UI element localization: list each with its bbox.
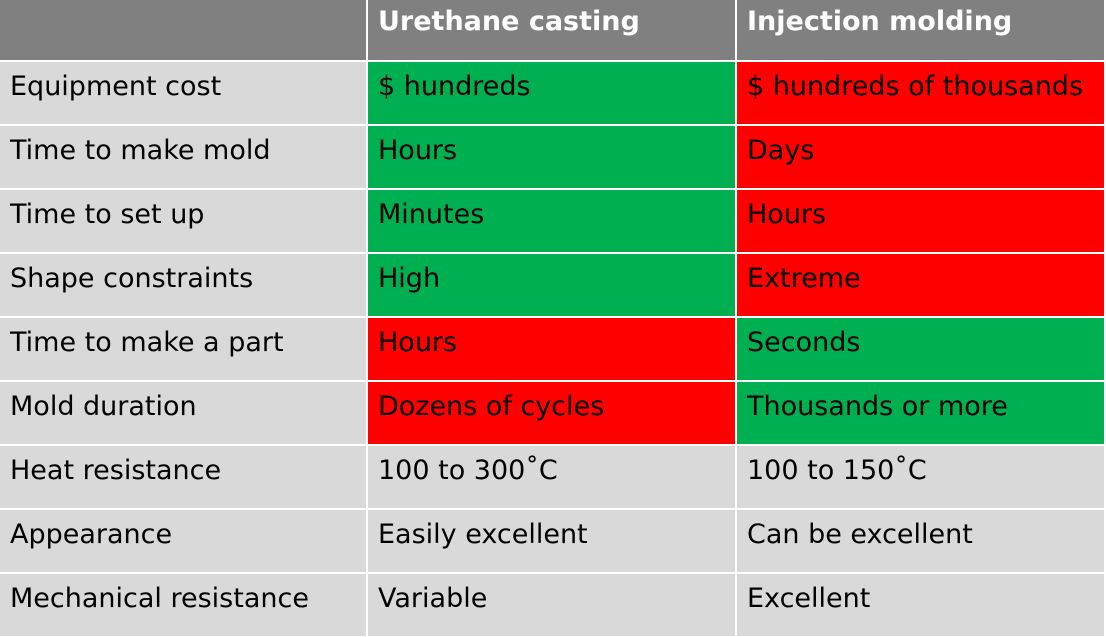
injection-value: Can be excellent — [737, 510, 1104, 572]
injection-value: Excellent — [737, 574, 1104, 636]
urethane-value: High — [368, 254, 735, 316]
row-label: Time to make a part — [0, 318, 366, 380]
urethane-value: Minutes — [368, 190, 735, 252]
row-label: Time to make mold — [0, 126, 366, 188]
injection-value: Extreme — [737, 254, 1104, 316]
row-label: Equipment cost — [0, 62, 366, 124]
row-label: Mechanical resistance — [0, 574, 366, 636]
row-label: Heat resistance — [0, 446, 366, 508]
header-injection-molding: Injection molding — [737, 0, 1104, 60]
injection-value: Thousands or more — [737, 382, 1104, 444]
injection-value: Days — [737, 126, 1104, 188]
urethane-value: Variable — [368, 574, 735, 636]
injection-value: Seconds — [737, 318, 1104, 380]
urethane-value: Easily excellent — [368, 510, 735, 572]
row-label: Shape constraints — [0, 254, 366, 316]
injection-value: 100 to 150˚C — [737, 446, 1104, 508]
injection-value: Hours — [737, 190, 1104, 252]
header-corner-cell — [0, 0, 366, 60]
urethane-value: Dozens of cycles — [368, 382, 735, 444]
urethane-value: 100 to 300˚C — [368, 446, 735, 508]
header-urethane-casting: Urethane casting — [368, 0, 735, 60]
row-label: Mold duration — [0, 382, 366, 444]
urethane-value: Hours — [368, 318, 735, 380]
row-label: Appearance — [0, 510, 366, 572]
urethane-value: Hours — [368, 126, 735, 188]
row-label: Time to set up — [0, 190, 366, 252]
injection-value: $ hundreds of thousands — [737, 62, 1104, 124]
urethane-value: $ hundreds — [368, 62, 735, 124]
